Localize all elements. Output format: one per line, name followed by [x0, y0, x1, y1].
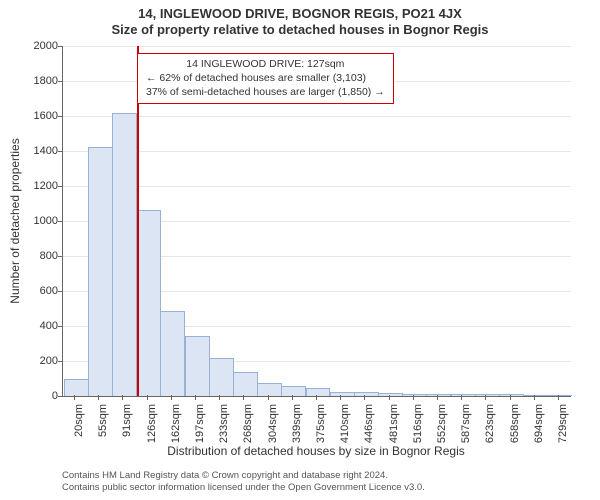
- histogram-bar: [136, 210, 161, 397]
- x-tick-label: 233sqm: [218, 404, 230, 443]
- histogram-bar: [88, 147, 113, 397]
- y-tick-mark: [58, 326, 63, 327]
- annotation-line: ← 62% of detached houses are smaller (3,…: [146, 71, 385, 85]
- x-tick-label: 20sqm: [73, 404, 85, 437]
- x-tick-label: 91sqm: [121, 404, 133, 437]
- y-tick-mark: [58, 116, 63, 117]
- x-tick-mark: [171, 395, 172, 400]
- x-tick-label: 623sqm: [484, 404, 496, 443]
- x-tick-mark: [122, 395, 123, 400]
- y-tick-mark: [58, 151, 63, 152]
- x-tick-mark: [461, 395, 462, 400]
- y-tick-label: 1800: [24, 75, 58, 87]
- histogram-bar: [233, 372, 258, 396]
- x-tick-label: 481sqm: [388, 404, 400, 443]
- annotation-box: 14 INGLEWOOD DRIVE: 127sqm← 62% of detac…: [137, 53, 394, 104]
- x-tick-mark: [364, 395, 365, 400]
- x-tick-mark: [268, 395, 269, 400]
- y-tick-mark: [58, 291, 63, 292]
- y-tick-mark: [58, 361, 63, 362]
- x-tick-mark: [292, 395, 293, 400]
- x-tick-label: 658sqm: [509, 404, 521, 443]
- histogram-bar: [209, 358, 234, 396]
- x-tick-mark: [485, 395, 486, 400]
- x-tick-mark: [437, 395, 438, 400]
- chart-title-line1: 14, INGLEWOOD DRIVE, BOGNOR REGIS, PO21 …: [0, 6, 600, 21]
- footer-line1: Contains HM Land Registry data © Crown c…: [62, 470, 590, 482]
- x-tick-label: 375sqm: [315, 404, 327, 443]
- histogram-bar: [160, 311, 185, 396]
- x-tick-mark: [74, 395, 75, 400]
- x-tick-mark: [195, 395, 196, 400]
- x-tick-mark: [98, 395, 99, 400]
- x-tick-label: 729sqm: [557, 404, 569, 443]
- footer-line2: Contains public sector information licen…: [62, 482, 590, 494]
- annotation-line: 37% of semi-detached houses are larger (…: [146, 85, 385, 99]
- x-tick-mark: [340, 395, 341, 400]
- x-tick-mark: [243, 395, 244, 400]
- grid-line: [63, 116, 571, 117]
- y-tick-label: 1400: [24, 145, 58, 157]
- plot-area: 14 INGLEWOOD DRIVE: 127sqm← 62% of detac…: [62, 46, 571, 397]
- histogram-bar: [64, 379, 89, 396]
- x-tick-label: 268sqm: [242, 404, 254, 443]
- annotation-line: 14 INGLEWOOD DRIVE: 127sqm: [146, 57, 385, 71]
- y-tick-label: 0: [24, 390, 58, 402]
- x-tick-mark: [534, 395, 535, 400]
- y-tick-label: 1200: [24, 180, 58, 192]
- histogram-bar: [281, 386, 306, 396]
- x-tick-label: 55sqm: [97, 404, 109, 437]
- x-tick-mark: [413, 395, 414, 400]
- y-tick-mark: [58, 186, 63, 187]
- x-tick-label: 516sqm: [412, 404, 424, 443]
- y-tick-label: 1000: [24, 215, 58, 227]
- y-tick-mark: [58, 221, 63, 222]
- histogram-bar: [306, 388, 331, 396]
- x-tick-mark: [510, 395, 511, 400]
- x-axis-title: Distribution of detached houses by size …: [62, 444, 570, 458]
- grid-line: [63, 46, 571, 47]
- x-tick-label: 304sqm: [267, 404, 279, 443]
- x-tick-label: 587sqm: [460, 404, 472, 443]
- y-tick-label: 400: [24, 320, 58, 332]
- x-tick-label: 339sqm: [291, 404, 303, 443]
- x-axis-labels: 20sqm 55sqm 91sqm 126sqm 162sqm 197sqm 233sqm 2…: [62, 396, 570, 446]
- y-tick-label: 1600: [24, 110, 58, 122]
- y-tick-label: 200: [24, 355, 58, 367]
- y-tick-mark: [58, 46, 63, 47]
- x-tick-label: 552sqm: [436, 404, 448, 443]
- x-tick-mark: [558, 395, 559, 400]
- x-tick-mark: [219, 395, 220, 400]
- histogram-bar: [257, 383, 282, 396]
- y-tick-mark: [58, 81, 63, 82]
- grid-line: [63, 186, 571, 187]
- x-tick-label: 410sqm: [339, 404, 351, 443]
- histogram-bar: [112, 113, 137, 396]
- x-tick-label: 126sqm: [146, 404, 158, 443]
- histogram-bar: [185, 336, 210, 397]
- footer-attribution: Contains HM Land Registry data © Crown c…: [62, 470, 590, 494]
- y-tick-label: 2000: [24, 40, 58, 52]
- grid-line: [63, 151, 571, 152]
- y-axis-labels: 0200400600800100012001400160018002000: [0, 46, 62, 396]
- x-tick-label: 694sqm: [533, 404, 545, 443]
- x-tick-label: 197sqm: [194, 404, 206, 443]
- y-tick-label: 600: [24, 285, 58, 297]
- y-tick-mark: [58, 256, 63, 257]
- x-tick-label: 162sqm: [170, 404, 182, 443]
- x-tick-mark: [316, 395, 317, 400]
- x-tick-mark: [147, 395, 148, 400]
- chart-container: { "chart": { "type": "histogram", "title…: [0, 0, 600, 500]
- chart-title-line2: Size of property relative to detached ho…: [0, 22, 600, 37]
- y-tick-label: 800: [24, 250, 58, 262]
- x-tick-mark: [389, 395, 390, 400]
- x-tick-label: 446sqm: [363, 404, 375, 443]
